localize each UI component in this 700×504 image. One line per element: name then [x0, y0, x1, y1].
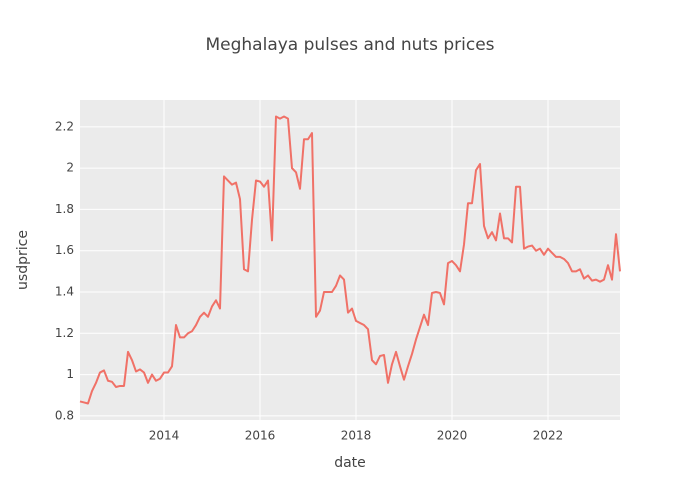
- y-tick-label: 1.4: [55, 285, 74, 299]
- x-tick-label: 2022: [533, 429, 564, 443]
- chart-title: Meghalaya pulses and nuts prices: [205, 35, 494, 55]
- x-tick-label: 2014: [149, 429, 180, 443]
- x-tick-label: 2020: [437, 429, 468, 443]
- x-tick-label: 2016: [245, 429, 276, 443]
- y-tick-label: 1: [66, 367, 74, 381]
- y-tick-label: 2.2: [55, 119, 74, 133]
- y-tick-label: 1.8: [55, 202, 74, 216]
- y-tick-label: 1.2: [55, 326, 74, 340]
- x-tick-label: 2018: [341, 429, 372, 443]
- plot-area: [80, 100, 620, 420]
- x-axis-title: date: [334, 455, 366, 471]
- y-tick-label: 2: [66, 161, 74, 175]
- y-tick-label: 1.6: [55, 243, 74, 257]
- y-tick-label: 0.8: [55, 408, 74, 422]
- data-line: [79, 115, 621, 405]
- y-axis-title: usdprice: [15, 230, 31, 290]
